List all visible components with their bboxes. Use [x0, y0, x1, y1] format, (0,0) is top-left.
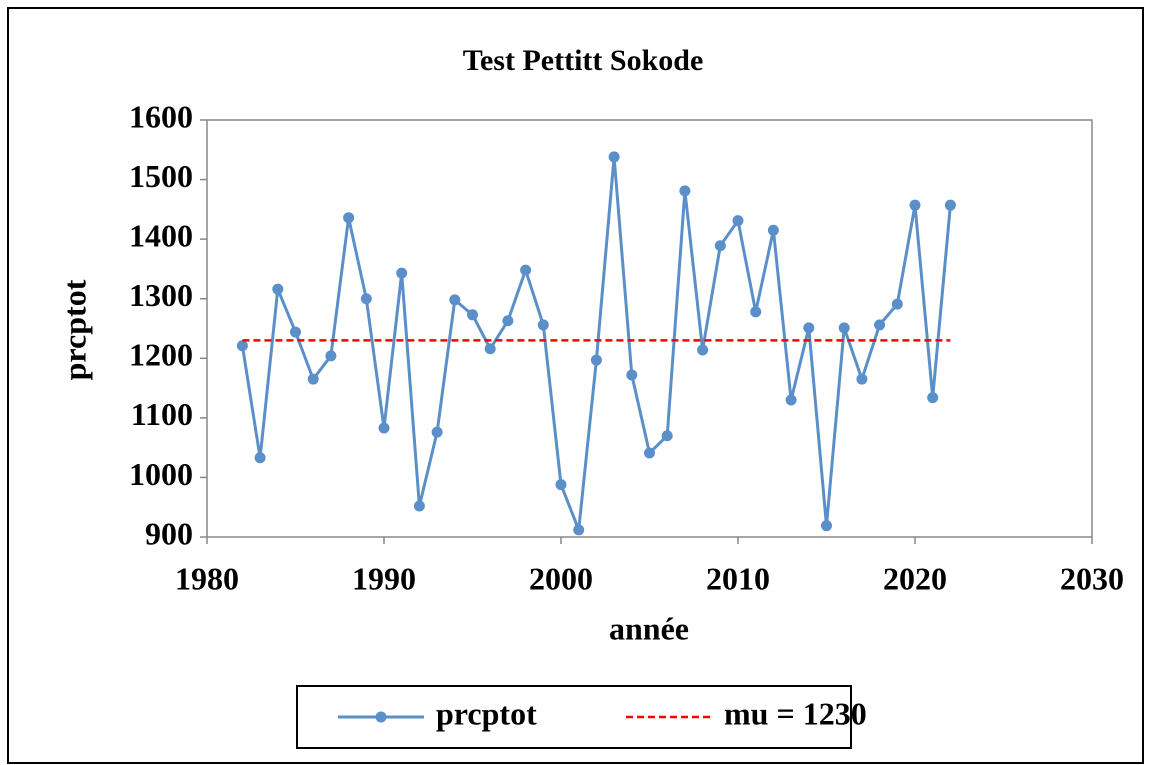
data-point — [608, 151, 620, 163]
x-tick-label: 2000 — [529, 560, 593, 596]
data-point — [838, 322, 850, 334]
data-point — [661, 430, 673, 442]
data-point — [502, 315, 514, 327]
y-tick-label: 1100 — [131, 396, 193, 432]
data-point — [679, 185, 691, 197]
x-tick-label: 1980 — [175, 560, 239, 596]
legend-label: prcptot — [436, 695, 537, 731]
data-point — [396, 267, 408, 279]
data-point — [644, 447, 655, 459]
y-axis-label: prcptot — [56, 279, 92, 380]
data-point — [467, 309, 478, 321]
data-point — [909, 199, 921, 211]
y-tick-label: 1500 — [129, 158, 193, 194]
data-point — [874, 319, 886, 331]
data-point — [626, 369, 638, 381]
y-tick-label: 1200 — [129, 337, 193, 373]
legend-label: mu = 1230 — [724, 695, 867, 731]
data-point — [714, 240, 726, 252]
data-point — [413, 500, 425, 512]
data-point — [750, 306, 762, 318]
data-point — [767, 224, 779, 236]
plot-area — [206, 119, 1093, 538]
data-point — [803, 322, 815, 334]
data-point — [573, 524, 585, 536]
legend-marker — [375, 711, 387, 723]
data-point — [431, 426, 443, 438]
data-point — [537, 319, 549, 331]
data-point — [236, 340, 248, 352]
data-point — [325, 350, 337, 362]
data-point — [254, 452, 266, 464]
data-point — [821, 520, 832, 532]
data-point — [555, 479, 567, 491]
data-point — [360, 293, 372, 305]
data-point — [272, 283, 284, 295]
data-point — [590, 354, 602, 366]
y-tick-label: 1300 — [129, 277, 193, 313]
y-tick-label: 1600 — [129, 98, 193, 134]
x-tick-label: 1990 — [352, 560, 416, 596]
y-tick-label: 900 — [145, 515, 193, 551]
data-point — [378, 422, 390, 434]
y-tick-label: 1000 — [129, 456, 193, 492]
chart-frame — [7, 7, 1144, 764]
x-tick-label: 2020 — [883, 560, 947, 596]
x-axis-label: année — [609, 610, 689, 646]
data-point — [520, 264, 532, 276]
chart-title: Test Pettitt Sokode — [463, 44, 704, 77]
y-tick-label: 1400 — [129, 217, 193, 253]
data-point — [944, 199, 956, 211]
x-tick-label: 2010 — [706, 560, 770, 596]
data-point — [484, 343, 496, 355]
data-point — [891, 298, 903, 310]
x-tick-label: 2030 — [1060, 560, 1124, 596]
data-point — [343, 212, 355, 224]
data-point — [785, 394, 797, 406]
data-point — [290, 326, 301, 338]
data-point — [449, 294, 461, 306]
data-point — [732, 215, 744, 227]
data-point — [856, 373, 868, 385]
data-point — [697, 344, 709, 356]
data-point — [927, 392, 939, 404]
data-point — [307, 373, 319, 385]
